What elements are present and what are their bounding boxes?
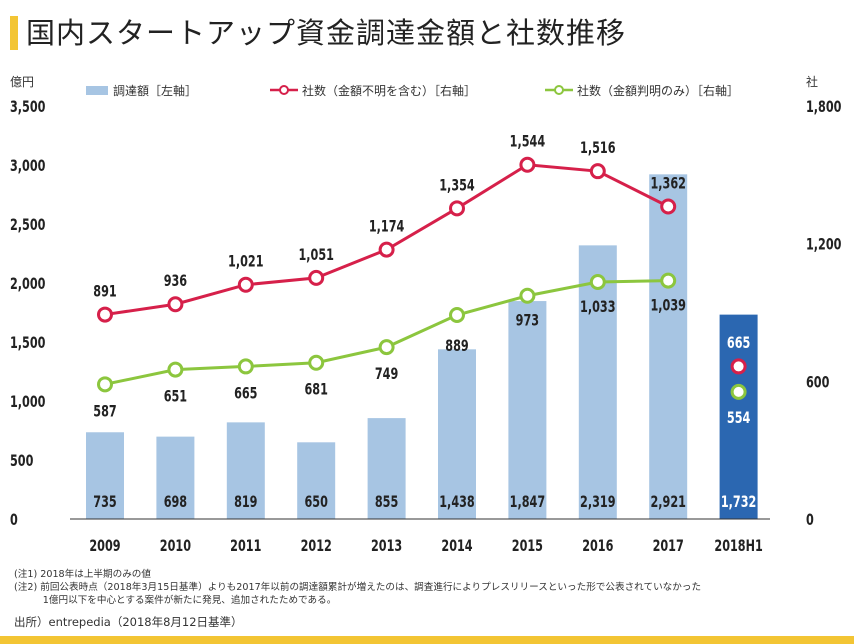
green-value-label: 749 [375, 366, 398, 384]
footnotes: (注1) 2018年は上半期のみの値 (注2) 前回公表時点（2018年3月15… [14, 568, 701, 607]
x-axis-category: 2017 [653, 538, 684, 556]
series-red-point [237, 276, 254, 293]
left-axis-tick: 1,000 [10, 394, 45, 412]
green-value-label: 1,039 [650, 297, 685, 315]
green-value-label: 1,033 [580, 299, 615, 317]
x-axis-category: 2012 [301, 538, 332, 556]
legend-red-label: 社数（金額不明を含む）［右軸］ [302, 83, 476, 98]
bar-value-label: 650 [304, 494, 327, 512]
series-red-point [449, 200, 465, 217]
series-red-point [167, 296, 184, 313]
bottom-accent-bar [0, 636, 854, 644]
left-axis-tick: 3,000 [10, 158, 45, 176]
bar [226, 422, 265, 519]
red-value-label: 891 [93, 283, 116, 301]
series-green-point [589, 273, 606, 290]
bar [156, 436, 195, 519]
series-red-point [589, 163, 606, 180]
left-axis-unit: 億円 [10, 75, 34, 89]
red-value-label: 936 [164, 273, 187, 291]
bar [367, 418, 406, 519]
series-green-point [378, 339, 395, 356]
bar [508, 301, 547, 519]
left-axis-tick: 1,500 [10, 335, 45, 353]
left-axis-tick: 2,500 [10, 217, 45, 235]
series-red-point [97, 306, 113, 323]
red-value-label: 1,362 [650, 175, 685, 193]
red-value-label: 1,174 [369, 218, 404, 236]
red-value-label: 1,516 [580, 140, 615, 158]
legend-bar-swatch [86, 86, 108, 95]
page-title: 国内スタートアップ資金調達金額と社数推移 [26, 16, 627, 50]
footnote-1: (注1) 2018年は上半期のみの値 [14, 569, 151, 580]
green-value-label: 681 [304, 381, 327, 399]
right-axis-tick: 0 [806, 512, 814, 530]
series-green-point [97, 376, 113, 393]
red-value-label: 1,021 [228, 253, 263, 271]
x-axis-category: 2009 [89, 538, 120, 556]
red-value-label: 1,544 [510, 133, 545, 151]
x-axis-category: 2015 [512, 538, 543, 556]
bar-value-label: 855 [375, 494, 398, 512]
source-note: 出所）entrepedia（2018年8月12日基準） [14, 615, 243, 629]
left-axis-tick: 0 [10, 512, 18, 530]
green-value-label: 651 [164, 388, 187, 406]
x-axis-category: 2016 [582, 538, 613, 556]
bar [438, 349, 476, 519]
x-axis-category: 2013 [371, 538, 402, 556]
series-green-point [730, 383, 747, 400]
green-value-label: 973 [516, 312, 539, 330]
right-axis-tick: 600 [806, 374, 829, 392]
series-green-point [519, 287, 536, 304]
series-green-point [237, 358, 254, 375]
series-green-point [167, 361, 184, 378]
bar [649, 174, 688, 519]
bar-value-label: 1,732 [721, 494, 756, 512]
bar [719, 314, 758, 519]
right-axis-tick: 1,800 [806, 99, 841, 117]
bar-value-label: 1,438 [439, 494, 474, 512]
series-red-point [730, 358, 747, 375]
series-green-point [449, 307, 465, 324]
series-red-point [378, 241, 395, 258]
right-axis-unit: 社 [806, 74, 818, 89]
series-green-point [308, 354, 325, 371]
footnote-2-continued: 1億円以下を中心とする案件が新たに発見、追加されたためである。 [14, 595, 337, 606]
left-axis-tick: 500 [10, 453, 33, 471]
green-value-label: 665 [234, 385, 257, 403]
green-value-label: 889 [445, 338, 468, 356]
green-value-label: 554 [727, 410, 750, 428]
series-green-point [660, 272, 677, 289]
bar-value-label: 1,847 [510, 494, 545, 512]
bar [297, 442, 336, 519]
red-value-label: 665 [727, 335, 750, 353]
green-value-label: 587 [93, 403, 116, 421]
title-accent-bar [10, 16, 18, 50]
legend-green-marker [554, 85, 564, 95]
legend-green-label: 社数（金額判明のみ）［右軸］ [577, 83, 739, 98]
bar [578, 245, 617, 519]
bar-value-label: 698 [164, 494, 187, 512]
bar-value-label: 2,921 [650, 494, 685, 512]
legend-red-marker [279, 85, 289, 95]
red-value-label: 1,051 [298, 246, 333, 264]
left-axis-tick: 3,500 [10, 99, 45, 117]
x-axis-category: 2014 [441, 538, 472, 556]
series-red-point [308, 269, 325, 286]
x-axis-category: 2011 [230, 538, 261, 556]
bar-value-label: 819 [234, 494, 257, 512]
x-axis-category: 2018H1 [714, 538, 762, 556]
x-axis-category: 2010 [160, 538, 191, 556]
right-axis-tick: 1,200 [806, 236, 841, 254]
series-red-point [660, 198, 677, 215]
footnote-2: (注2) 前回公表時点（2018年3月15日基準）よりも2017年以前の調達額累… [14, 582, 702, 593]
series-red-point [519, 156, 536, 173]
bar-value-label: 735 [93, 494, 116, 512]
legend-bar-label: 調達額［左軸］ [113, 83, 197, 98]
bar-value-label: 2,319 [580, 494, 615, 512]
red-value-label: 1,354 [439, 177, 474, 195]
bar [86, 432, 124, 519]
left-axis-tick: 2,000 [10, 276, 45, 294]
